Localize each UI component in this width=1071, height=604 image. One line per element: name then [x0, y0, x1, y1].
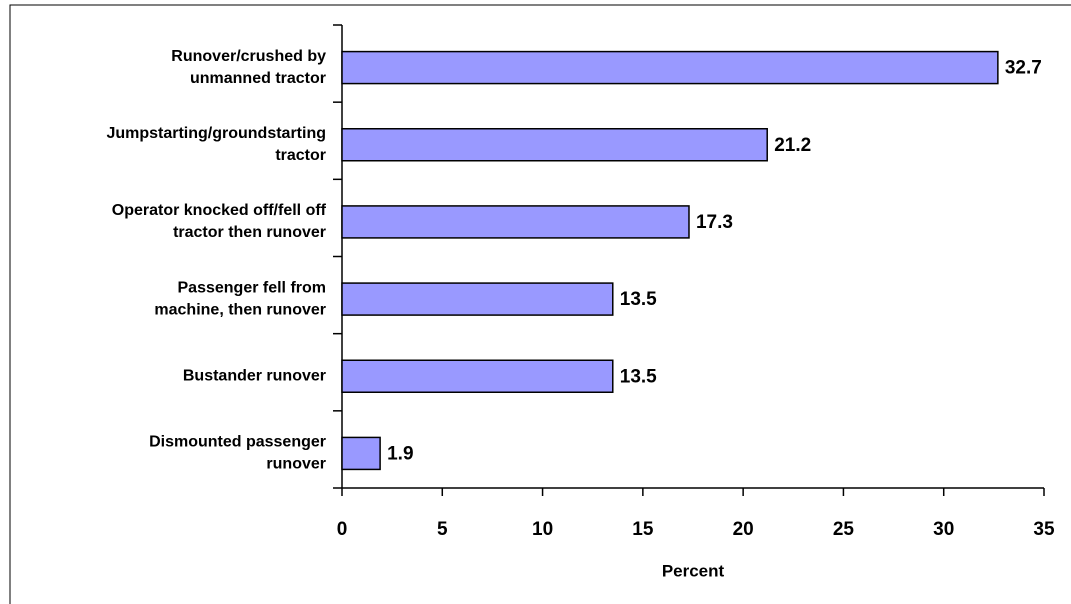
y-tick-label: Jumpstarting/groundstarting	[106, 125, 326, 142]
category-label: Runover/crushed by unmanned tractor	[171, 48, 326, 87]
y-tick-label: Runover/crushed by	[171, 48, 326, 65]
y-tick-label: Bustander runover	[183, 367, 326, 384]
category-label: Operator knocked off/fell off tractor the…	[112, 202, 327, 241]
value-label: 13.5	[620, 366, 657, 387]
category-label: Jumpstarting/groundstarting tractor	[106, 125, 326, 164]
bar	[341, 359, 614, 393]
y-tick-label: tractor	[275, 147, 326, 164]
y-tick-label: Operator knocked off/fell off	[112, 202, 327, 219]
bar	[341, 205, 690, 239]
bar	[341, 436, 381, 471]
x-tick-label: 20	[733, 519, 754, 540]
y-tick-label: runover	[266, 456, 326, 473]
x-tick-label: 15	[632, 519, 654, 540]
value-label: 32.7	[1005, 58, 1042, 79]
x-tick-label: 0	[337, 519, 348, 540]
value-label: 17.3	[696, 212, 733, 233]
x-tick-label: 35	[1033, 519, 1055, 540]
category-label: Passenger fell from machine, then runover	[154, 279, 326, 318]
category-label: Bustander runover	[183, 367, 326, 384]
x-axis-title: Percent	[662, 561, 725, 580]
y-tick-label: tractor then runover	[173, 224, 326, 241]
category-label: Dismounted passenger runover	[149, 434, 326, 473]
value-label: 13.5	[620, 289, 657, 310]
x-tick-label: 10	[532, 519, 553, 540]
bar	[341, 128, 768, 162]
chart-frame	[9, 4, 1071, 604]
y-tick-label: machine, then runover	[154, 301, 326, 318]
x-tick-label: 30	[933, 519, 954, 540]
value-label: 21.2	[774, 135, 811, 156]
x-tick-label: 5	[437, 519, 448, 540]
y-tick-label: Dismounted passenger	[149, 434, 326, 451]
y-tick-label: unmanned tractor	[190, 70, 326, 87]
x-tick-label: 25	[833, 519, 855, 540]
bar	[341, 282, 614, 316]
y-tick-label: Passenger fell from	[178, 279, 327, 296]
value-label: 1.9	[387, 443, 413, 464]
bar	[341, 50, 999, 85]
